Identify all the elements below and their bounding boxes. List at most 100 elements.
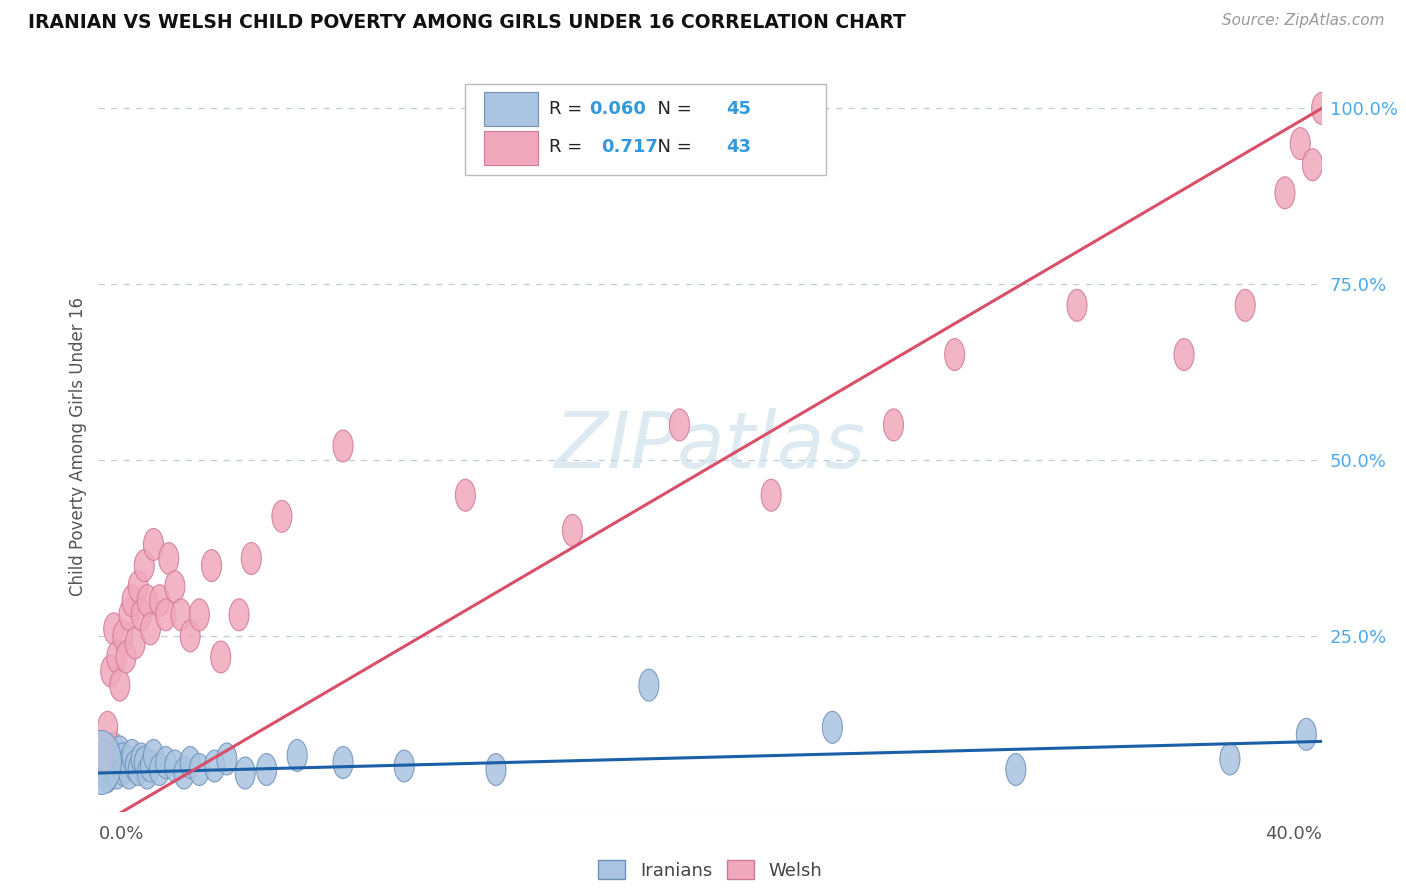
Ellipse shape <box>149 585 170 616</box>
Text: Source: ZipAtlas.com: Source: ZipAtlas.com <box>1222 13 1385 29</box>
Ellipse shape <box>115 641 136 673</box>
Ellipse shape <box>143 739 163 772</box>
Ellipse shape <box>211 641 231 673</box>
Ellipse shape <box>104 732 124 764</box>
Ellipse shape <box>135 747 155 779</box>
Ellipse shape <box>112 743 134 775</box>
FancyBboxPatch shape <box>484 93 537 126</box>
Text: N =: N = <box>647 138 697 156</box>
Ellipse shape <box>101 655 121 687</box>
Ellipse shape <box>138 757 157 789</box>
Ellipse shape <box>110 747 129 779</box>
Ellipse shape <box>201 549 222 582</box>
Ellipse shape <box>823 711 842 743</box>
Ellipse shape <box>115 750 136 782</box>
Text: R =: R = <box>548 138 593 156</box>
Ellipse shape <box>125 627 145 659</box>
Text: 0.0%: 0.0% <box>98 825 143 843</box>
Ellipse shape <box>1296 718 1316 750</box>
Ellipse shape <box>190 754 209 786</box>
FancyBboxPatch shape <box>484 131 537 165</box>
Ellipse shape <box>761 479 782 511</box>
Ellipse shape <box>217 743 236 775</box>
Ellipse shape <box>486 754 506 786</box>
Ellipse shape <box>1275 177 1295 209</box>
Ellipse shape <box>143 528 163 560</box>
Y-axis label: Child Poverty Among Girls Under 16: Child Poverty Among Girls Under 16 <box>69 296 87 596</box>
Ellipse shape <box>156 747 176 779</box>
Ellipse shape <box>883 409 904 441</box>
Text: 45: 45 <box>725 100 751 118</box>
Ellipse shape <box>174 757 194 789</box>
Ellipse shape <box>456 479 475 511</box>
Ellipse shape <box>159 542 179 574</box>
Text: IRANIAN VS WELSH CHILD POVERTY AMONG GIRLS UNDER 16 CORRELATION CHART: IRANIAN VS WELSH CHILD POVERTY AMONG GIR… <box>28 13 905 32</box>
Ellipse shape <box>638 669 659 701</box>
Ellipse shape <box>229 599 249 631</box>
Ellipse shape <box>104 613 124 645</box>
Ellipse shape <box>271 500 292 533</box>
Text: 0.717: 0.717 <box>602 138 658 156</box>
Ellipse shape <box>94 743 114 775</box>
Ellipse shape <box>94 739 114 772</box>
Ellipse shape <box>128 754 148 786</box>
Ellipse shape <box>97 747 118 779</box>
Ellipse shape <box>141 613 160 645</box>
Text: 40.0%: 40.0% <box>1265 825 1322 843</box>
Ellipse shape <box>1312 93 1331 124</box>
Ellipse shape <box>120 747 139 779</box>
Ellipse shape <box>165 750 184 782</box>
Ellipse shape <box>110 736 129 768</box>
Ellipse shape <box>156 599 176 631</box>
Ellipse shape <box>333 430 353 462</box>
Ellipse shape <box>107 641 127 673</box>
Ellipse shape <box>242 542 262 574</box>
Text: N =: N = <box>647 100 697 118</box>
FancyBboxPatch shape <box>465 84 827 176</box>
Text: ZIPatlas: ZIPatlas <box>554 408 866 484</box>
Ellipse shape <box>149 754 170 786</box>
Ellipse shape <box>394 750 415 782</box>
Ellipse shape <box>190 599 209 631</box>
Ellipse shape <box>562 515 582 547</box>
Ellipse shape <box>165 571 184 603</box>
Text: 43: 43 <box>725 138 751 156</box>
Ellipse shape <box>128 571 148 603</box>
Ellipse shape <box>287 739 307 772</box>
Ellipse shape <box>180 620 200 652</box>
Ellipse shape <box>82 731 121 795</box>
Ellipse shape <box>1220 743 1240 775</box>
Ellipse shape <box>1291 128 1310 160</box>
Ellipse shape <box>101 754 121 786</box>
Ellipse shape <box>1302 149 1323 181</box>
Ellipse shape <box>1174 339 1194 370</box>
Ellipse shape <box>1067 289 1087 321</box>
Legend: Iranians, Welsh: Iranians, Welsh <box>591 853 830 887</box>
Ellipse shape <box>131 599 152 631</box>
Text: R =: R = <box>548 100 588 118</box>
Ellipse shape <box>122 585 142 616</box>
Ellipse shape <box>333 747 353 779</box>
Ellipse shape <box>94 757 114 789</box>
Ellipse shape <box>122 739 142 772</box>
Ellipse shape <box>112 620 134 652</box>
Ellipse shape <box>138 585 157 616</box>
Ellipse shape <box>945 339 965 370</box>
Ellipse shape <box>97 711 118 743</box>
Ellipse shape <box>131 743 152 775</box>
Ellipse shape <box>120 757 139 789</box>
Ellipse shape <box>172 599 191 631</box>
Ellipse shape <box>101 739 121 772</box>
Ellipse shape <box>107 757 127 789</box>
Text: 0.060: 0.060 <box>589 100 645 118</box>
Ellipse shape <box>141 750 160 782</box>
Ellipse shape <box>1005 754 1026 786</box>
Ellipse shape <box>1236 289 1256 321</box>
Ellipse shape <box>205 750 225 782</box>
Ellipse shape <box>235 757 256 789</box>
Ellipse shape <box>669 409 689 441</box>
Ellipse shape <box>112 754 134 786</box>
Ellipse shape <box>107 743 127 775</box>
Ellipse shape <box>97 761 118 793</box>
Ellipse shape <box>135 549 155 582</box>
